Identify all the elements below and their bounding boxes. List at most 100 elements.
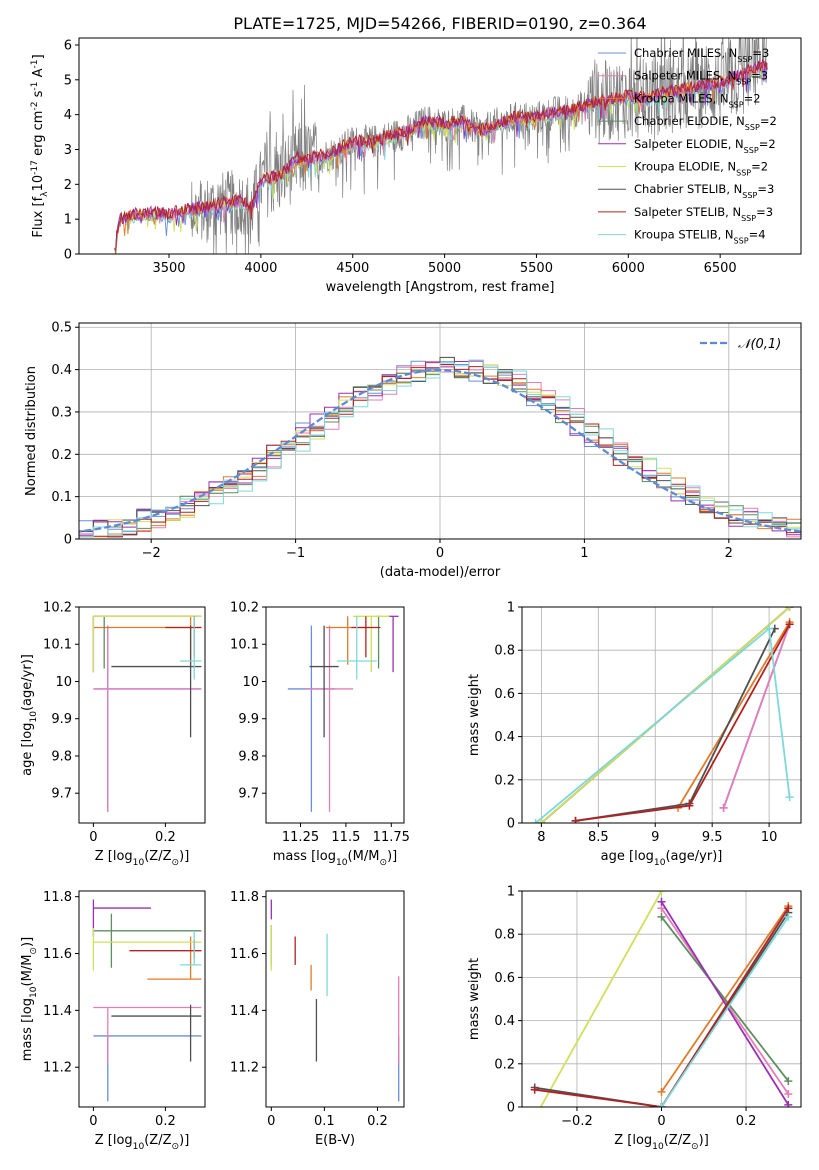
weight-marker-salpeter-stelib — [571, 816, 580, 823]
x-axis-label: E(B-V) — [315, 1133, 355, 1148]
weight-line-chabrier-stelib — [575, 628, 776, 822]
legend-label: Kroupa ELODIE, NSSP=2 — [634, 160, 768, 178]
y-tick-label: 0.3 — [51, 405, 72, 420]
y-tick-label: 9.9 — [238, 712, 259, 727]
weight-marker-salpeter-miles — [784, 1090, 793, 1099]
weight-marker-kroupa-stelib — [657, 1103, 666, 1107]
y-tick-label: 11.8 — [43, 890, 72, 905]
y-tick-label: 0.6 — [494, 687, 515, 702]
x-axis-label: wavelength [Angstrom, rest frame] — [326, 280, 555, 295]
y-tick-label: 0.8 — [494, 644, 515, 659]
normal-curve — [79, 368, 801, 533]
y-tick-label: 10.1 — [230, 638, 259, 653]
axes-frame — [265, 890, 405, 1108]
y-axis-label: mass [log10(M/M⊙)] — [20, 937, 39, 1061]
x-axis-label: mass [log10(M/M⊙)] — [273, 849, 397, 868]
figure-title: PLATE=1725, MJD=54266, FIBERID=0190, z=0… — [233, 14, 646, 33]
plot-area-mass-vs-Z — [92, 899, 202, 1102]
x-axis-label: Z [log10(Z/Z⊙)] — [95, 849, 190, 868]
plot-area-weight-vs-age — [522, 607, 801, 823]
y-tick-label: 0.4 — [494, 730, 515, 745]
x-axis-label: Z [log10(Z/Z⊙)] — [614, 1133, 709, 1152]
x-tick-label: 0.1 — [314, 1114, 335, 1129]
y-tick-label: 0.4 — [494, 1014, 515, 1029]
weight-marker-kroupa-stelib — [784, 912, 793, 921]
chart-spectrum: 3500 4000 4500 5000 5500 6000 6500 0 1 2 3 4 5 6 wavel… — [30, 37, 802, 295]
y-axis-label: Flux [fλ10-17 erg cm-2 s-1 A-1] — [30, 54, 50, 237]
x-tick-label: 3500 — [152, 261, 185, 276]
axes-frame — [521, 606, 802, 824]
plot-area-residuals — [79, 323, 801, 539]
x-tick-label: 5500 — [520, 261, 553, 276]
x-tick-label: 6000 — [612, 261, 645, 276]
legend-label: Chabrier ELODIE, NSSP=2 — [634, 114, 777, 132]
x-tick-label: 8.5 — [588, 830, 609, 845]
y-tick-label: 9.9 — [51, 712, 72, 727]
axes-frame — [78, 890, 206, 1108]
weight-line-kroupa-miles — [677, 621, 791, 809]
weight-marker-salpeter-stelib — [785, 620, 794, 629]
model-line-salpeter-stelib — [115, 59, 768, 252]
weight-marker-chabrier-elodie — [784, 1077, 793, 1086]
x-axis-label: (data-model)/error — [380, 565, 501, 580]
x-tick-label: 2 — [725, 546, 733, 561]
y-tick-label: 1 — [64, 213, 72, 228]
weight-line-salpeter-miles — [660, 907, 790, 1095]
weight-marker-kroupa-elodie — [785, 607, 794, 611]
weight-line-chabrier-elodie — [660, 916, 790, 1082]
axes-frame — [78, 37, 802, 255]
x-tick-label: 11.75 — [373, 830, 410, 845]
chart-weight-vs-age: 8 8.5 9 9.5 10 0 0.2 0.4 0.6 0.8 1 age [log10(age/y… — [467, 601, 802, 868]
chart-weight-vs-Z: −0.2 0 0.2 0 0.2 0.4 0.6 0.8 1 Z [log10(Z/Z⊙)] mas… — [467, 885, 802, 1152]
y-tick-label: 10 — [55, 675, 72, 690]
weight-marker-kroupa-stelib — [765, 624, 774, 633]
x-tick-label: 11.5 — [331, 830, 360, 845]
x-tick-label: 0 — [267, 1114, 275, 1129]
legend-label: Salpeter ELODIE, NSSP=2 — [634, 137, 776, 155]
chart-mass-vs-ebv: 0 0.1 0.2 11.2 11.4 11.6 11.8 E(B-V) — [230, 890, 405, 1148]
y-tick-label: 10 — [242, 675, 259, 690]
plot-area-age-vs-Z — [92, 615, 202, 812]
chart-mass-vs-Z: 0 0.2 11.2 11.4 11.6 11.8 Z [log10(Z/Z⊙)] mass … — [20, 890, 206, 1152]
legend-label: Salpeter STELIB, NSSP=3 — [634, 205, 773, 223]
y-tick-label: 0.2 — [51, 448, 72, 463]
x-tick-label: 0 — [436, 546, 444, 561]
y-tick-label: 0.1 — [51, 490, 72, 505]
legend-label: Kroupa MILES, NSSP=2 — [634, 91, 761, 109]
chart-age-vs-mass: 11.25 11.5 11.75 9.7 9.8 9.9 10 10.1 10.2 mass [l… — [230, 601, 410, 869]
x-tick-label: −1 — [286, 546, 305, 561]
y-tick-label: 0.5 — [51, 321, 72, 336]
y-tick-label: 11.4 — [43, 1004, 72, 1019]
y-axis-label: Normed distribution — [24, 366, 39, 496]
y-tick-label: 11.4 — [230, 1004, 259, 1019]
x-tick-label: 1 — [580, 546, 588, 561]
x-axis-label: age [log10(age/yr)] — [601, 849, 723, 868]
y-tick-label: 6 — [64, 38, 72, 53]
x-tick-label: 0.2 — [155, 830, 176, 845]
y-tick-label: 10.2 — [230, 601, 259, 616]
weight-marker-salpeter-stelib — [784, 904, 793, 913]
legend-label: Chabrier STELIB, NSSP=3 — [634, 182, 774, 200]
x-tick-label: −2 — [142, 546, 161, 561]
weight-marker-chabrier-elodie — [657, 912, 666, 921]
y-tick-label: 9.8 — [51, 749, 72, 764]
y-tick-label: 0 — [64, 533, 72, 548]
y-tick-label: 11.6 — [230, 947, 259, 962]
x-tick-label: 10 — [761, 830, 778, 845]
y-tick-label: 0.6 — [494, 971, 515, 986]
legend: Chabrier MILES, NSSP=3 Salpeter MILES, NS… — [598, 46, 777, 245]
weight-line-salpeter-stelib — [575, 623, 791, 822]
y-tick-label: 0.2 — [494, 1057, 515, 1072]
model-line-kroupa-stelib — [115, 64, 768, 254]
y-tick-label: 1 — [507, 885, 515, 900]
x-tick-label: 4500 — [336, 261, 369, 276]
chart-age-vs-Z: 0 0.2 9.7 9.8 9.9 10 10.1 10.2 Z [log10(Z/Z⊙)] ag… — [20, 601, 206, 868]
x-tick-label: 0.2 — [155, 1114, 176, 1129]
weight-line-salpeter-stelib — [534, 907, 790, 1107]
y-axis-label: mass weight — [467, 958, 482, 1040]
weight-marker-salpeter-stelib — [530, 1085, 539, 1094]
x-tick-label: 5000 — [428, 261, 461, 276]
y-tick-label: 11.2 — [43, 1061, 72, 1076]
chart-residuals: −2 −1 0 1 2 0 0.1 0.2 0.3 0.4 0.5 (data-model)/erro… — [24, 321, 802, 580]
